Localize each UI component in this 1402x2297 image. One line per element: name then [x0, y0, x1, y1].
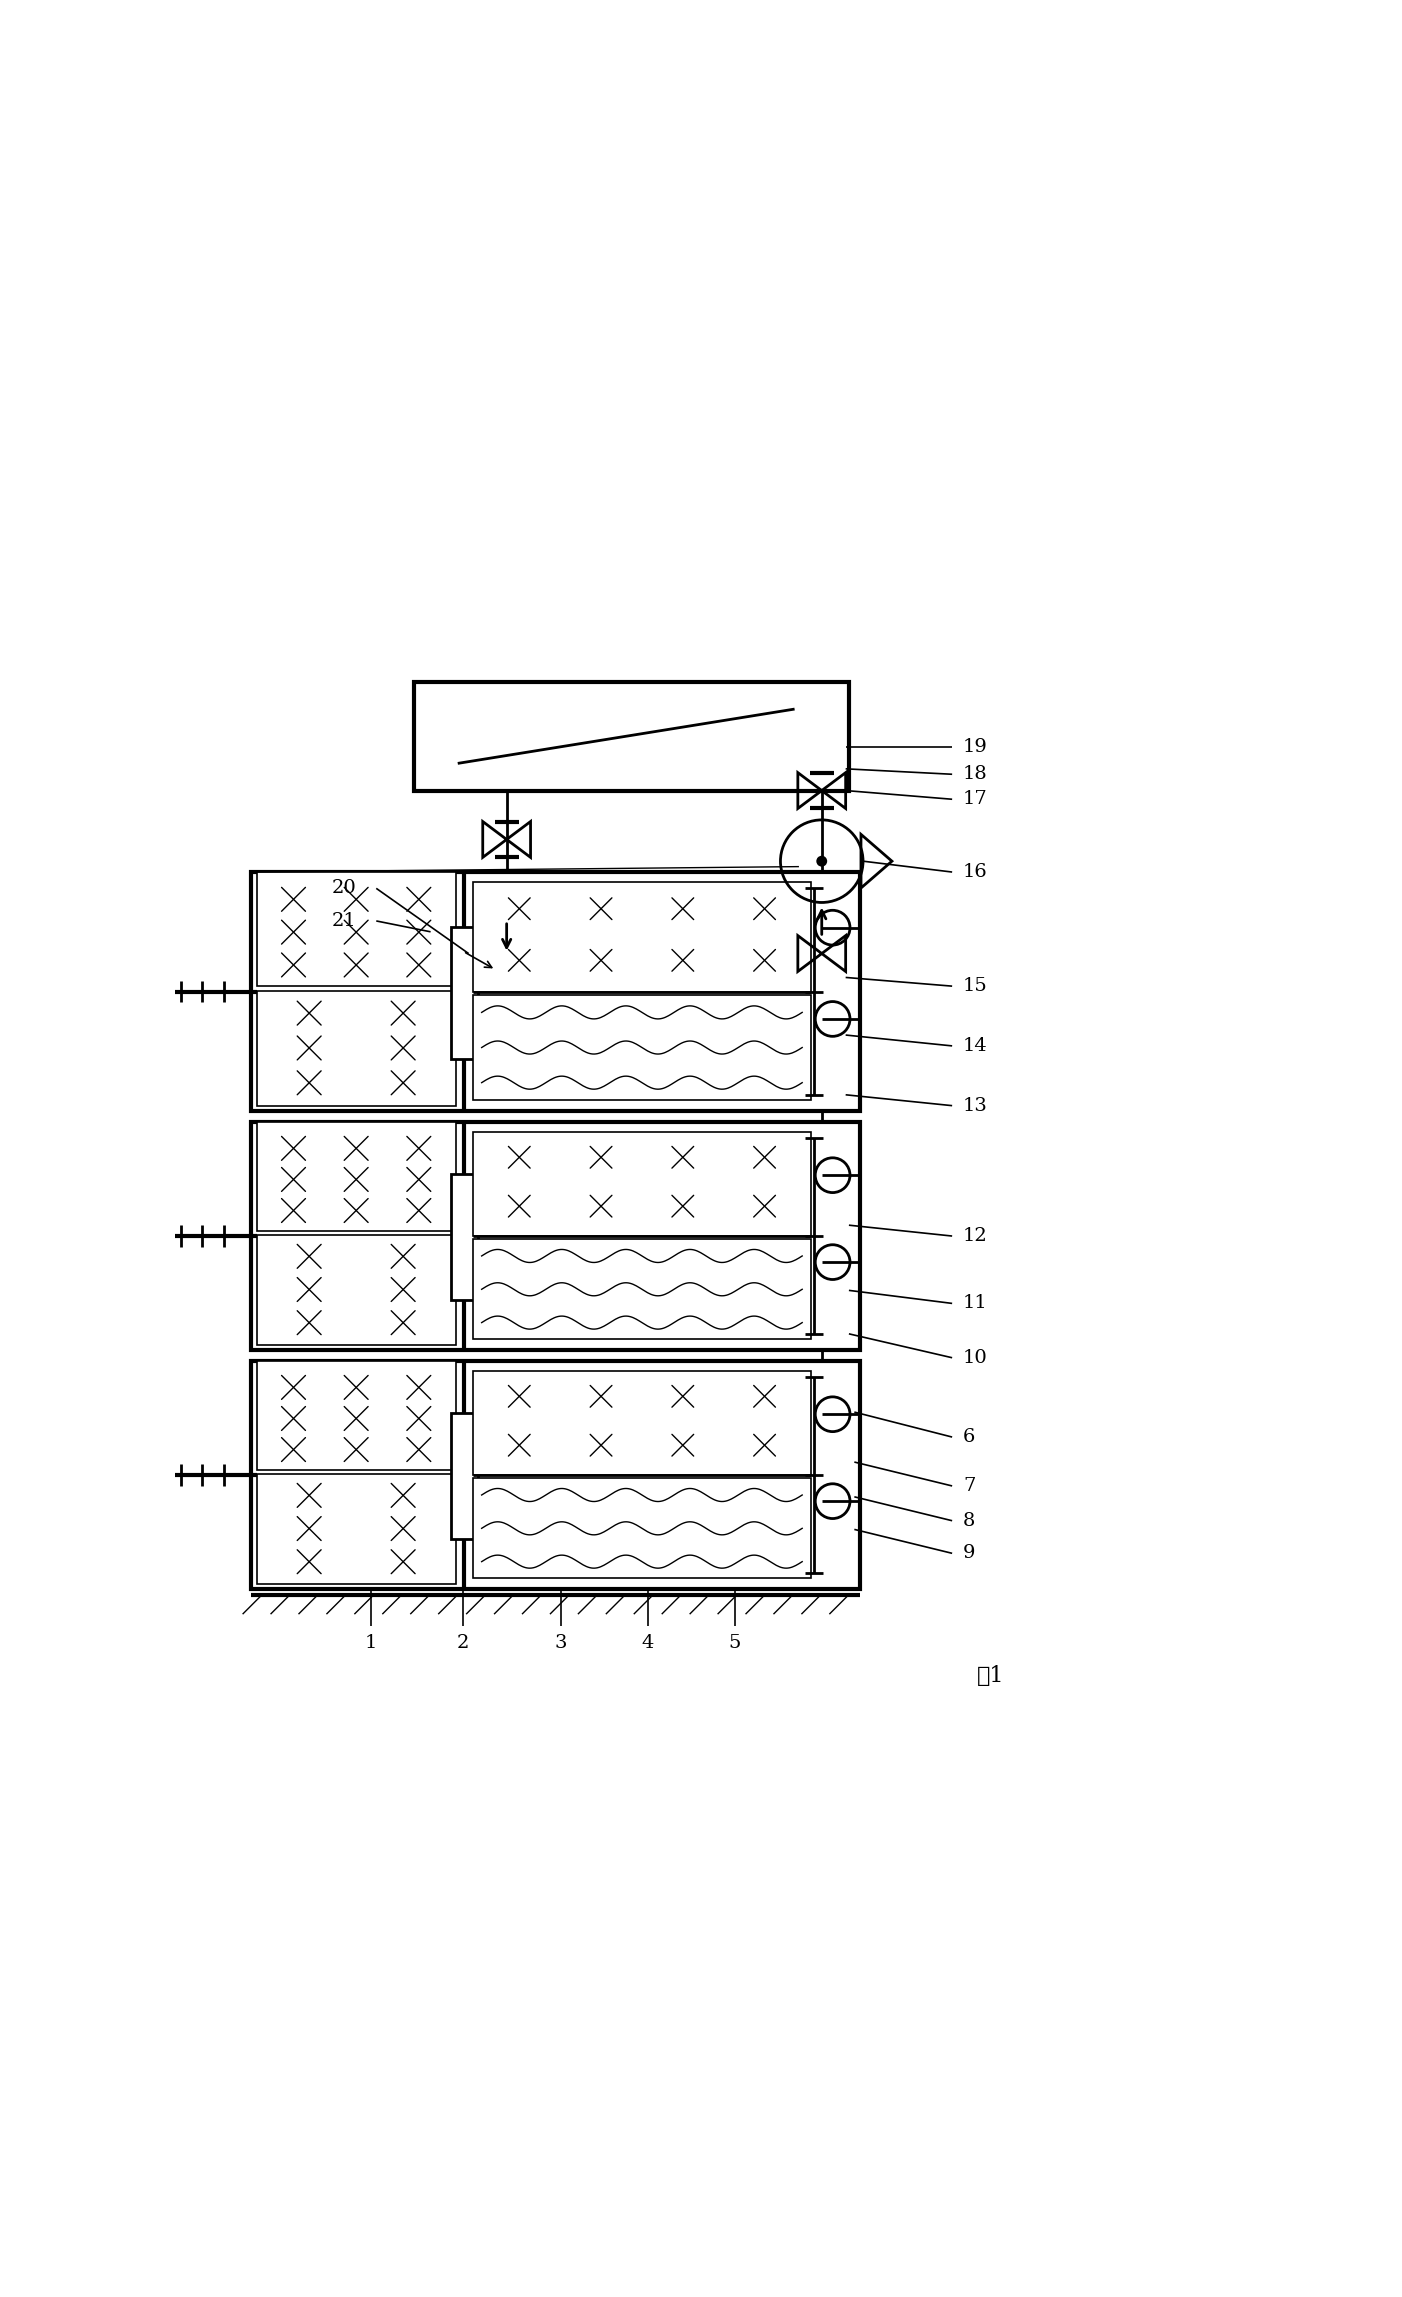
- Bar: [472, 1240, 810, 1339]
- Text: 17: 17: [963, 790, 988, 809]
- Bar: [415, 682, 850, 790]
- Text: 7: 7: [963, 1477, 976, 1495]
- Text: 11: 11: [963, 1296, 988, 1312]
- Bar: [257, 1121, 456, 1231]
- Text: 16: 16: [963, 864, 988, 882]
- Text: 18: 18: [963, 765, 988, 783]
- Text: 21: 21: [331, 912, 356, 930]
- Text: 9: 9: [963, 1544, 976, 1562]
- Bar: [251, 1362, 859, 1590]
- Bar: [257, 1475, 456, 1583]
- Text: 15: 15: [963, 976, 988, 995]
- Bar: [472, 1371, 810, 1475]
- Bar: [472, 995, 810, 1100]
- Bar: [251, 873, 859, 1112]
- Bar: [257, 1236, 456, 1344]
- Bar: [472, 1132, 810, 1236]
- Text: 10: 10: [963, 1348, 988, 1367]
- Text: 6: 6: [963, 1429, 976, 1447]
- Text: 3: 3: [555, 1635, 568, 1652]
- Text: 12: 12: [963, 1227, 988, 1245]
- Text: 13: 13: [963, 1096, 988, 1114]
- Circle shape: [816, 857, 827, 866]
- Text: 8: 8: [963, 1511, 976, 1530]
- Text: 20: 20: [331, 880, 356, 898]
- Bar: [450, 928, 478, 1059]
- Bar: [257, 1362, 456, 1470]
- Text: 1: 1: [365, 1635, 377, 1652]
- Bar: [257, 990, 456, 1105]
- Text: 2: 2: [457, 1635, 470, 1652]
- Bar: [450, 1413, 478, 1539]
- Text: 19: 19: [963, 737, 988, 756]
- Bar: [251, 1121, 859, 1351]
- Bar: [472, 1479, 810, 1578]
- Text: 4: 4: [642, 1635, 655, 1652]
- Text: 5: 5: [729, 1635, 742, 1652]
- Bar: [450, 1174, 478, 1300]
- Text: 图1: 图1: [976, 1665, 1004, 1686]
- Bar: [472, 882, 810, 992]
- Text: 14: 14: [963, 1036, 988, 1054]
- Bar: [257, 873, 456, 985]
